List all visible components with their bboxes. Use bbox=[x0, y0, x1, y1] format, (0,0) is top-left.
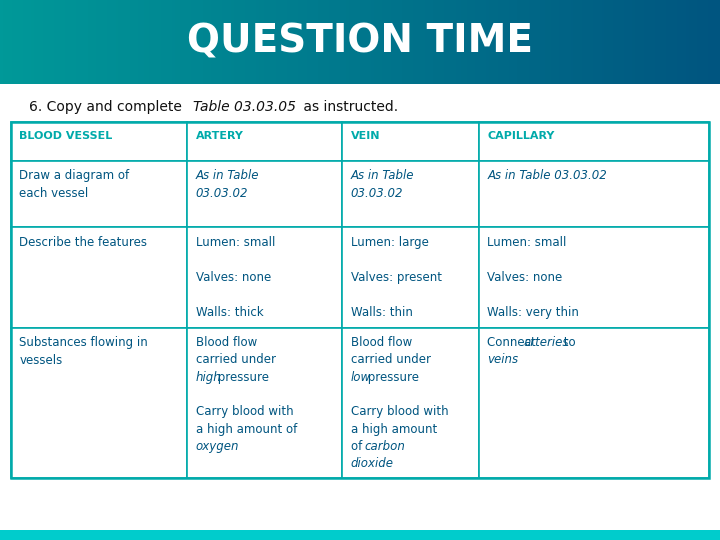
Text: Lumen: small

Valves: none

Walls: very thin: Lumen: small Valves: none Walls: very th… bbox=[487, 235, 580, 319]
Text: a high amount of: a high amount of bbox=[196, 423, 297, 436]
Text: low: low bbox=[351, 371, 371, 384]
Bar bbox=[187, 161, 342, 227]
Text: oxygen: oxygen bbox=[196, 440, 239, 453]
Text: Blood flow: Blood flow bbox=[351, 336, 412, 349]
Bar bbox=[342, 328, 479, 478]
Text: carried under: carried under bbox=[351, 353, 431, 366]
Bar bbox=[342, 123, 479, 161]
Text: QUESTION TIME: QUESTION TIME bbox=[187, 23, 533, 61]
Bar bbox=[479, 227, 709, 328]
Text: arteries: arteries bbox=[523, 336, 570, 349]
Bar bbox=[479, 328, 709, 478]
Text: CAPILLARY: CAPILLARY bbox=[487, 131, 555, 141]
Text: Carry blood with: Carry blood with bbox=[196, 406, 294, 419]
Text: carbon: carbon bbox=[364, 440, 405, 453]
Text: Table 03.03.05: Table 03.03.05 bbox=[193, 100, 296, 114]
Text: Connect: Connect bbox=[487, 336, 540, 349]
Text: Lumen: large

Valves: present

Walls: thin: Lumen: large Valves: present Walls: thin bbox=[351, 235, 441, 319]
Text: Lumen: small

Valves: none

Walls: thick: Lumen: small Valves: none Walls: thick bbox=[196, 235, 275, 319]
Bar bbox=[11, 161, 187, 227]
Bar bbox=[342, 227, 479, 328]
Text: As in Table
03.03.02: As in Table 03.03.02 bbox=[196, 170, 259, 200]
Text: VEIN: VEIN bbox=[351, 131, 380, 141]
Bar bbox=[187, 227, 342, 328]
Text: high: high bbox=[196, 371, 222, 384]
Text: BLOOD VESSEL: BLOOD VESSEL bbox=[19, 131, 113, 141]
Text: As in Table
03.03.02: As in Table 03.03.02 bbox=[351, 170, 414, 200]
Text: pressure: pressure bbox=[214, 371, 269, 384]
Bar bbox=[342, 161, 479, 227]
Bar bbox=[479, 161, 709, 227]
Bar bbox=[187, 328, 342, 478]
Text: to: to bbox=[560, 336, 576, 349]
Text: pressure: pressure bbox=[364, 371, 419, 384]
Text: ARTERY: ARTERY bbox=[196, 131, 243, 141]
Text: Draw a diagram of
each vessel: Draw a diagram of each vessel bbox=[19, 170, 130, 200]
Bar bbox=[187, 123, 342, 161]
Text: Substances flowing in
vessels: Substances flowing in vessels bbox=[19, 336, 148, 367]
Bar bbox=[479, 123, 709, 161]
Bar bbox=[11, 328, 187, 478]
Text: 6. Copy and complete: 6. Copy and complete bbox=[29, 100, 186, 114]
Text: Describe the features: Describe the features bbox=[19, 235, 148, 248]
Text: of: of bbox=[351, 440, 366, 453]
Text: as instructed.: as instructed. bbox=[299, 100, 398, 114]
Bar bbox=[11, 123, 187, 161]
Text: Blood flow: Blood flow bbox=[196, 336, 257, 349]
Bar bbox=[11, 227, 187, 328]
Bar bbox=[0, 530, 720, 540]
Text: dioxide: dioxide bbox=[351, 457, 394, 470]
Text: veins: veins bbox=[487, 353, 518, 366]
Text: a high amount: a high amount bbox=[351, 423, 437, 436]
Text: Carry blood with: Carry blood with bbox=[351, 406, 449, 419]
Text: As in Table 03.03.02: As in Table 03.03.02 bbox=[487, 170, 607, 183]
Bar bbox=[11, 123, 709, 478]
Text: carried under: carried under bbox=[196, 353, 276, 366]
